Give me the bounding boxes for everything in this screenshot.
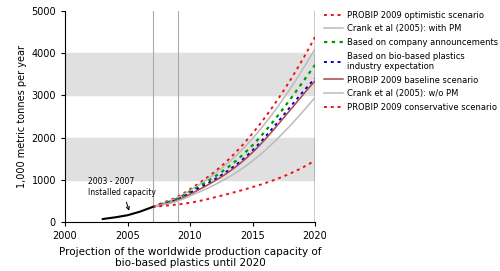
Text: 2003 - 2007
Installed capacity: 2003 - 2007 Installed capacity: [88, 178, 156, 210]
Bar: [65, 138, 315, 180]
Bar: [65, 53, 315, 95]
X-axis label: Projection of the worldwide production capacity of
bio-based plastics until 2020: Projection of the worldwide production c…: [59, 247, 321, 268]
Y-axis label: 1,000 metric tonnes per year: 1,000 metric tonnes per year: [17, 45, 27, 188]
Legend: PROBIP 2009 optimistic scenario, Crank et al (2005): with PM, Based on company a: PROBIP 2009 optimistic scenario, Crank e…: [324, 11, 498, 112]
